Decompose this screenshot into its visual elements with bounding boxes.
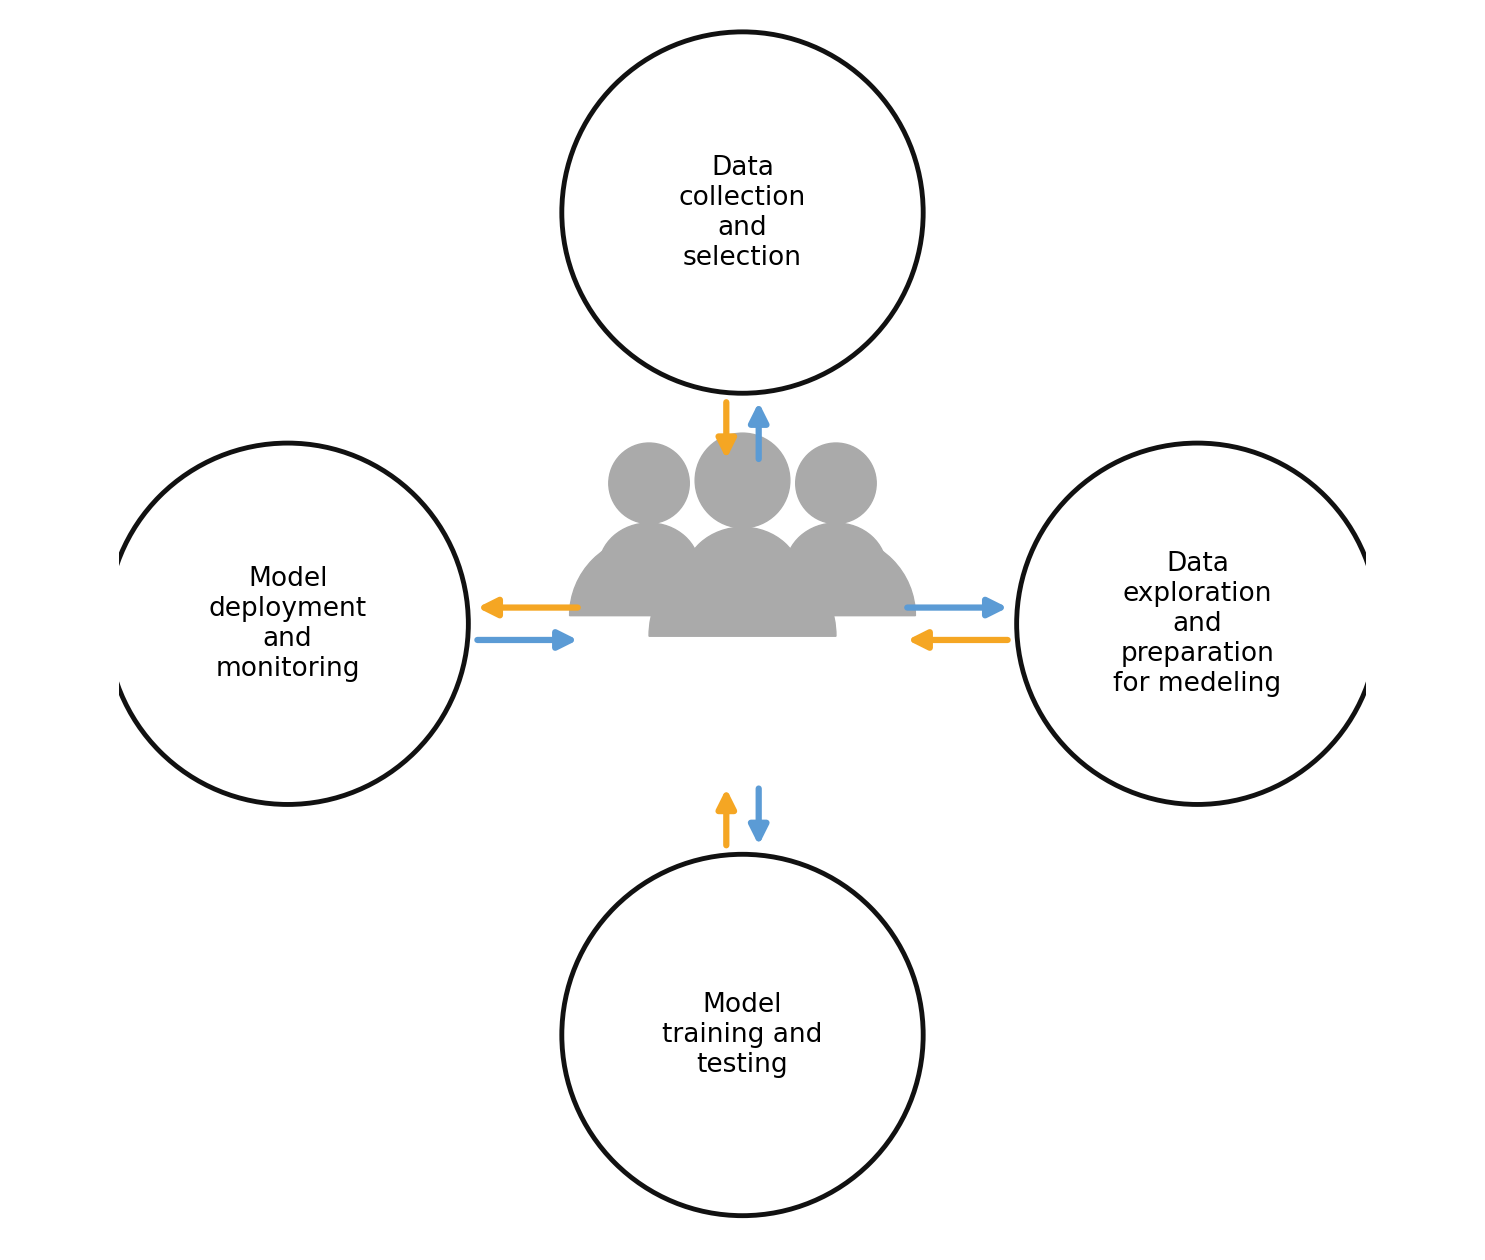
- Circle shape: [107, 444, 468, 804]
- Circle shape: [796, 444, 876, 523]
- Text: Model
training and
testing: Model training and testing: [662, 992, 823, 1079]
- Wedge shape: [570, 537, 729, 616]
- Text: Model
deployment
and
monitoring: Model deployment and monitoring: [208, 566, 367, 682]
- Ellipse shape: [786, 523, 887, 614]
- Ellipse shape: [598, 523, 699, 614]
- Wedge shape: [649, 543, 836, 636]
- Wedge shape: [756, 537, 915, 616]
- Circle shape: [695, 433, 790, 528]
- Text: Data
exploration
and
preparation
for medeling: Data exploration and preparation for med…: [1114, 551, 1282, 697]
- Circle shape: [561, 854, 924, 1216]
- Circle shape: [609, 444, 689, 523]
- Text: Data
collection
and
selection: Data collection and selection: [679, 155, 806, 271]
- Circle shape: [561, 32, 924, 393]
- Ellipse shape: [683, 527, 802, 633]
- Circle shape: [1017, 444, 1378, 804]
